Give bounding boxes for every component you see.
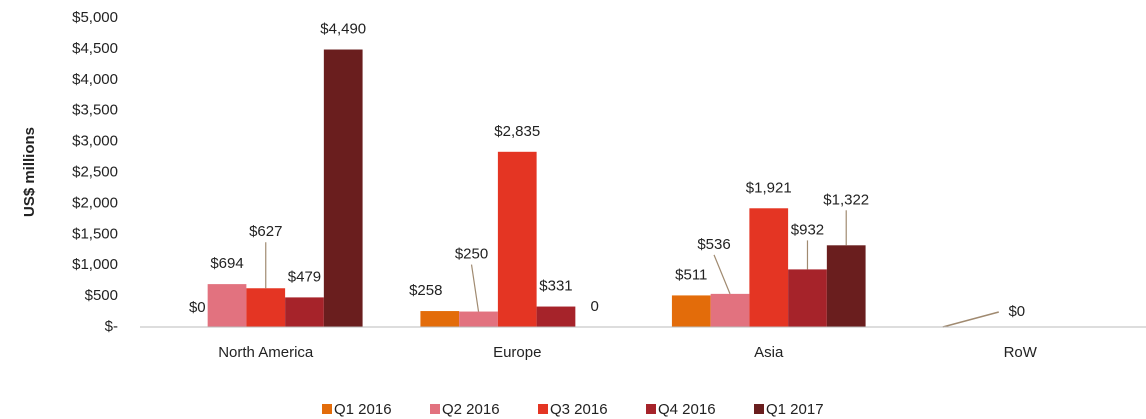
- y-tick-label: $2,500: [72, 163, 118, 180]
- y-tick-label: $4,500: [72, 40, 118, 57]
- data-label: $0: [1008, 303, 1025, 320]
- data-label: $4,490: [320, 20, 366, 37]
- data-label: $627: [249, 223, 282, 240]
- bar: [420, 311, 460, 327]
- bar: [671, 295, 711, 327]
- y-axis-title: US$ millions: [21, 127, 38, 217]
- bar: [323, 49, 363, 327]
- bar: [536, 306, 576, 327]
- data-label: $2,835: [494, 123, 540, 140]
- y-tick-label: $5,000: [72, 9, 118, 26]
- legend-swatch: [646, 404, 656, 414]
- data-label: $250: [455, 246, 488, 263]
- data-label: $479: [288, 268, 321, 285]
- data-label: $258: [409, 282, 442, 299]
- bar: [207, 284, 247, 327]
- legend-label: Q3 2016: [550, 401, 608, 418]
- data-label: $536: [697, 236, 730, 253]
- data-label: $331: [539, 278, 572, 295]
- y-tick-label: $2,000: [72, 194, 118, 211]
- bar: [826, 245, 866, 327]
- y-tick-label: $4,000: [72, 71, 118, 88]
- y-tick-label: $-: [105, 318, 118, 335]
- data-label: $511: [675, 266, 707, 283]
- data-label: $1,322: [823, 191, 869, 208]
- y-tick-label: $500: [85, 287, 118, 304]
- leader-line: [713, 254, 731, 295]
- bar: [246, 288, 286, 327]
- data-label: 0: [591, 298, 599, 315]
- legend-label: Q1 2017: [766, 401, 824, 418]
- legend-swatch: [538, 404, 548, 414]
- legend-label: Q2 2016: [442, 401, 500, 418]
- bar: [749, 208, 789, 327]
- legend-label: Q4 2016: [658, 401, 716, 418]
- data-label: $932: [791, 221, 824, 238]
- bar: [459, 311, 498, 327]
- leader-line: [470, 264, 480, 312]
- y-tick-label: $3,500: [72, 102, 118, 119]
- x-tick-label: North America: [218, 344, 314, 361]
- legend-swatch: [754, 404, 764, 414]
- bar: [788, 269, 827, 327]
- data-label: $694: [210, 255, 243, 272]
- x-tick-label: RoW: [1004, 344, 1038, 361]
- data-label: $1,921: [746, 179, 792, 196]
- leader-line: [942, 311, 999, 328]
- bar: [710, 293, 750, 327]
- x-tick-label: Asia: [754, 344, 784, 361]
- bar: [285, 297, 324, 327]
- data-label: $0: [189, 299, 206, 316]
- bar: [497, 151, 537, 327]
- y-tick-label: $1,000: [72, 256, 118, 273]
- y-tick-label: $3,000: [72, 133, 118, 150]
- legend-label: Q1 2016: [334, 401, 392, 418]
- x-tick-label: Europe: [493, 344, 541, 361]
- y-tick-label: $1,500: [72, 225, 118, 242]
- legend-swatch: [430, 404, 440, 414]
- legend-swatch: [322, 404, 332, 414]
